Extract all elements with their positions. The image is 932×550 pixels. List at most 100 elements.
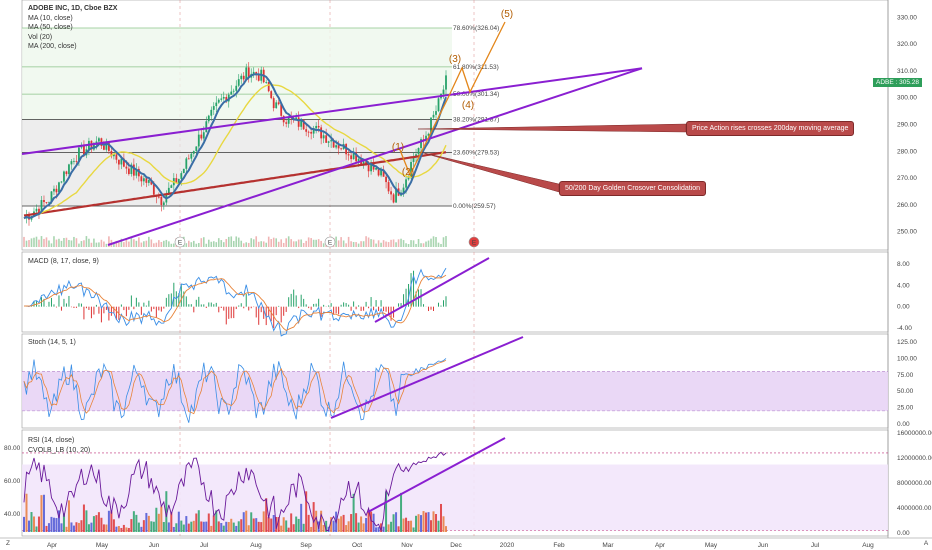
volume-bar (282, 242, 285, 247)
cvol-bar (417, 514, 420, 532)
volume-bar (290, 239, 292, 247)
volume-bar (265, 242, 268, 247)
ma10-label[interactable]: MA (10, close) (28, 14, 73, 22)
candle-body (270, 91, 273, 99)
volume-bar (395, 242, 397, 247)
candle-body (275, 102, 278, 109)
macd-label[interactable]: MACD (8, 17, close, 9) (28, 258, 99, 265)
candle-body (170, 185, 173, 188)
volume-bar (367, 237, 370, 247)
volume-bar (275, 238, 278, 247)
candle-body (78, 147, 80, 162)
golden-cross-callout[interactable]: 50/200 Day Golden Crosover Consolidation (559, 181, 707, 196)
cvol-bar (97, 512, 100, 532)
cvol-bar (170, 512, 173, 532)
cvol-bar (95, 515, 98, 532)
candle-body (58, 182, 60, 193)
cvol-bar (330, 517, 333, 532)
rsi-tick-0: 80.00 (4, 445, 21, 452)
cvol-bar (147, 515, 150, 532)
volume-bar (58, 238, 60, 247)
candle-body (38, 208, 40, 213)
candle-body (107, 141, 110, 151)
candle-body (267, 82, 270, 92)
volume-bar (305, 240, 307, 247)
candle-body (442, 89, 445, 95)
candle-body (150, 179, 153, 185)
candle-body (205, 121, 208, 133)
volume-bar (48, 240, 50, 247)
candle-body (377, 167, 380, 176)
price-action-callout[interactable]: Price Action rises crosses 200day moving… (686, 121, 855, 136)
volume-bar (75, 238, 78, 247)
cvol-bar (127, 527, 130, 532)
vol-label[interactable]: Vol (20) (28, 33, 53, 41)
candle-body (265, 82, 268, 83)
candle-body (177, 178, 180, 184)
candle-body (335, 145, 338, 148)
candle-body (395, 188, 397, 203)
volume-bar (445, 236, 447, 247)
cvol-bar (412, 527, 415, 532)
volume-bar (242, 243, 245, 247)
volume-bar (197, 242, 200, 247)
cvol-bar (245, 510, 248, 532)
candle-body (370, 163, 372, 172)
ma200-label[interactable]: MA (200, close) (28, 43, 77, 50)
cvol-bar (307, 514, 310, 532)
cvol-bar (35, 526, 38, 532)
candle-body (167, 187, 170, 195)
corner-left: Z (6, 540, 10, 547)
wave-label-4: (5) (501, 9, 513, 20)
candle-body (70, 161, 73, 165)
volume-bar (98, 242, 100, 247)
ma50-label[interactable]: MA (50, close) (28, 24, 73, 31)
volume-bar (245, 242, 248, 247)
rsi-line (23, 451, 447, 533)
cvol-bar (205, 521, 208, 532)
volume-bar (188, 240, 190, 247)
cvol-bar (137, 522, 140, 532)
month-label-11: Mar (602, 542, 614, 549)
cvol-bar (305, 491, 308, 532)
cvol-bar (437, 520, 440, 532)
candle-body (245, 67, 248, 80)
candle-body (417, 148, 420, 155)
candle-body (125, 166, 128, 169)
wave-label-2: (3) (449, 54, 461, 65)
cvol-bar (157, 513, 160, 532)
candle-body (63, 171, 65, 182)
volume-bar (225, 238, 228, 247)
cvol-tick-2: 8000000.00 (897, 480, 932, 487)
volume-bar (163, 240, 165, 247)
candle-body (55, 188, 58, 193)
stoch-label[interactable]: Stoch (14, 5, 1) (28, 339, 76, 346)
volume-bar (415, 243, 417, 247)
volume-bar (133, 239, 135, 247)
candle-body (317, 125, 320, 128)
cvol-bar (195, 513, 198, 532)
cvol-bar (180, 520, 183, 532)
rsi-label[interactable]: RSI (14, close) (28, 437, 75, 444)
stoch-tick-5: 0.00 (897, 421, 910, 428)
cvol-bar (350, 514, 353, 532)
candle-body (135, 168, 138, 176)
stoch-band (22, 371, 888, 411)
volume-bar (300, 239, 302, 247)
volume-bar (155, 242, 158, 247)
volume-bar (25, 240, 28, 247)
candle-body (350, 155, 353, 160)
cvol-bar (277, 517, 280, 532)
cvol-bar (302, 523, 305, 532)
stoch-tick-4: 25.00 (897, 405, 914, 412)
cvol-bar (337, 518, 340, 532)
candle-body (190, 153, 193, 159)
cvol-label[interactable]: CVOLB_LB (10, 20) (28, 446, 91, 454)
candle-body (98, 138, 100, 142)
candle-body (412, 157, 415, 162)
volume-bar (337, 240, 340, 247)
symbol-title[interactable]: ADOBE INC, 1D, Cboe BZX (28, 5, 118, 12)
cvol-bar (372, 513, 375, 532)
candle-body (322, 135, 325, 139)
cvol-bar (187, 523, 190, 532)
